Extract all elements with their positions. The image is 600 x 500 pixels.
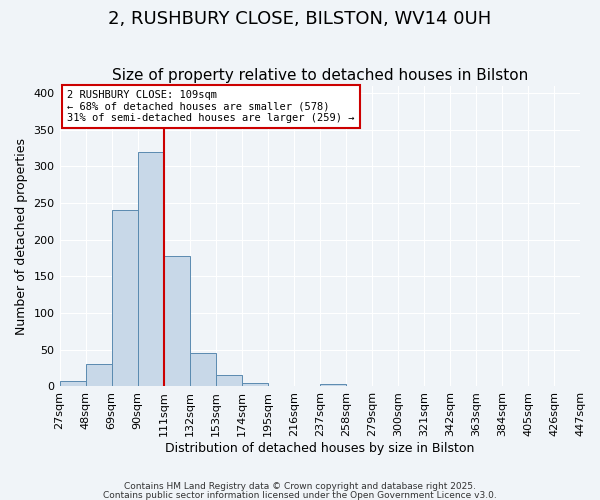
Y-axis label: Number of detached properties: Number of detached properties <box>15 138 28 334</box>
Bar <box>242 383 268 386</box>
Bar <box>164 256 190 386</box>
Bar <box>112 210 137 386</box>
Bar <box>215 374 242 386</box>
Bar <box>59 380 86 386</box>
Text: Contains public sector information licensed under the Open Government Licence v3: Contains public sector information licen… <box>103 490 497 500</box>
Title: Size of property relative to detached houses in Bilston: Size of property relative to detached ho… <box>112 68 528 83</box>
Bar <box>190 354 215 386</box>
Text: 2 RUSHBURY CLOSE: 109sqm
← 68% of detached houses are smaller (578)
31% of semi-: 2 RUSHBURY CLOSE: 109sqm ← 68% of detach… <box>67 90 355 124</box>
Text: Contains HM Land Registry data © Crown copyright and database right 2025.: Contains HM Land Registry data © Crown c… <box>124 482 476 491</box>
X-axis label: Distribution of detached houses by size in Bilston: Distribution of detached houses by size … <box>165 442 475 455</box>
Bar <box>320 384 346 386</box>
Bar <box>137 152 164 386</box>
Text: 2, RUSHBURY CLOSE, BILSTON, WV14 0UH: 2, RUSHBURY CLOSE, BILSTON, WV14 0UH <box>109 10 491 28</box>
Bar <box>86 364 112 386</box>
